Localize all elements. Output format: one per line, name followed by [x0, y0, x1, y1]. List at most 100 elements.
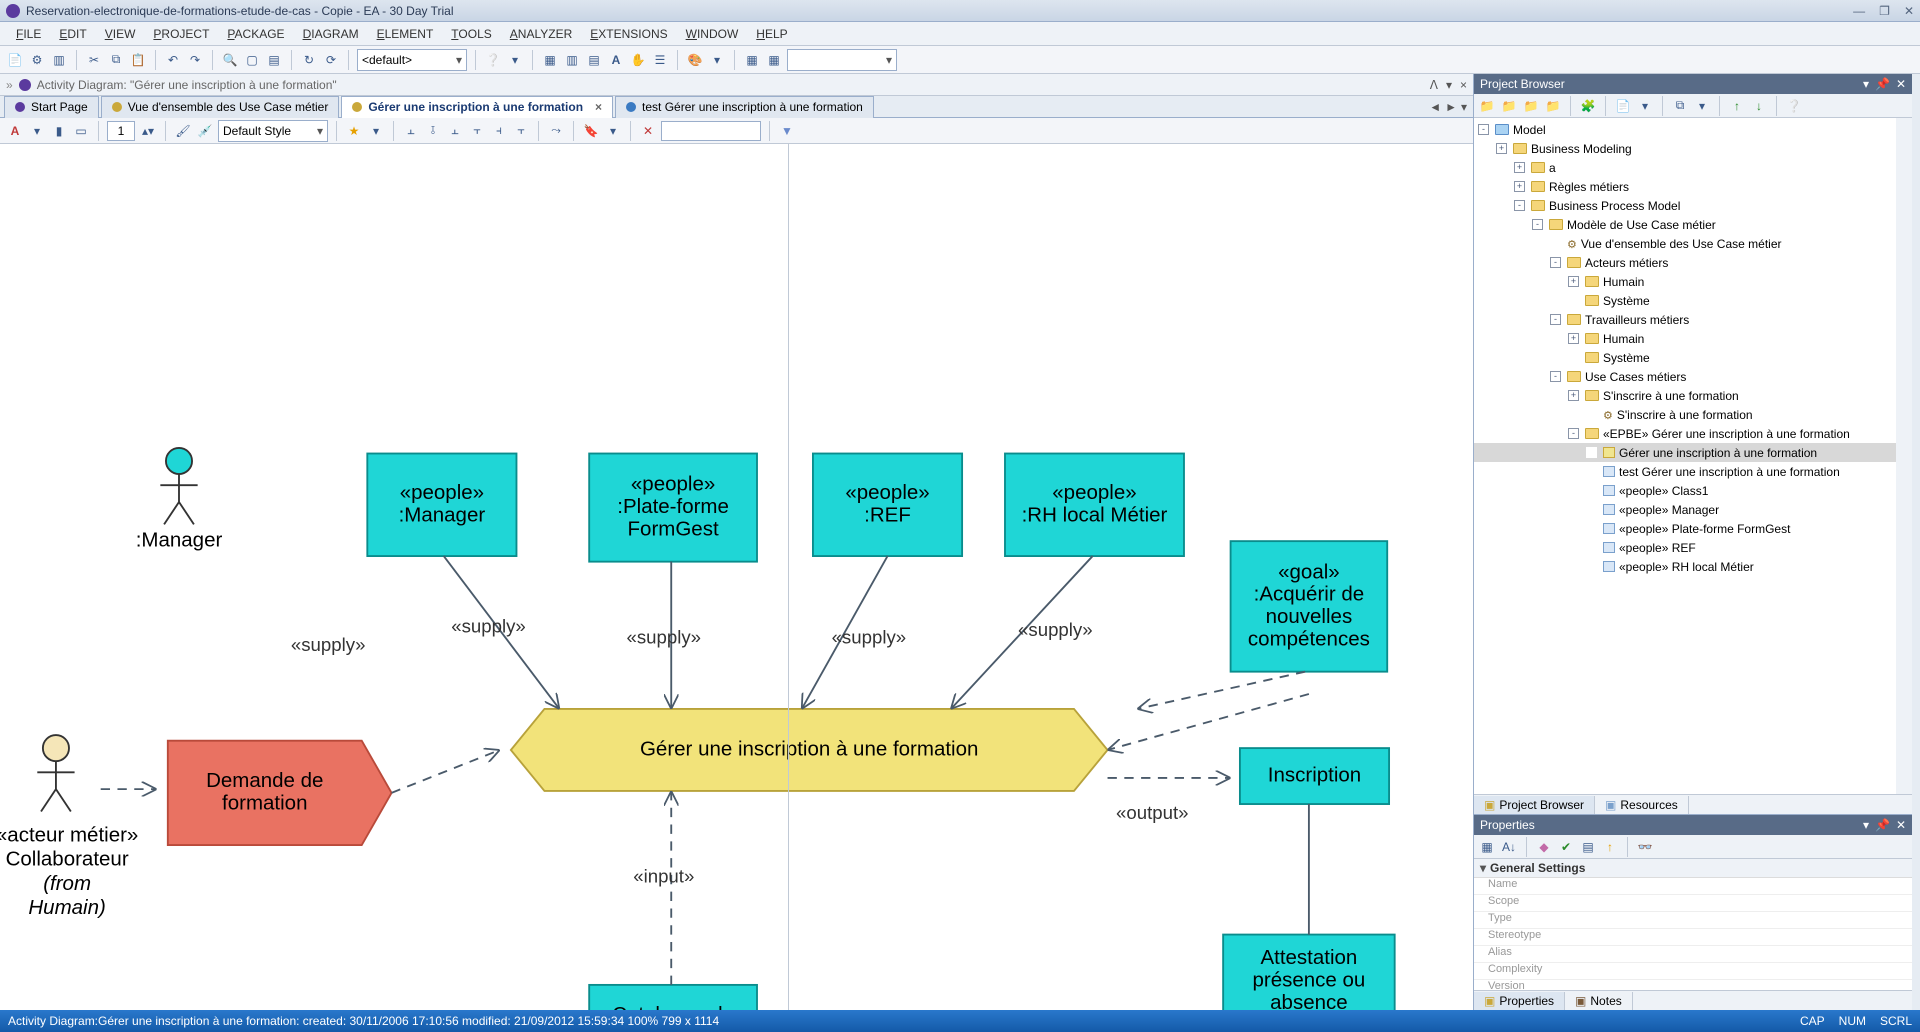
bt-new-elem-icon[interactable]: 📁 — [1522, 97, 1540, 115]
menu-analyzer[interactable]: ANALYZER — [502, 24, 580, 44]
pt-check-icon[interactable]: ✔ — [1557, 838, 1575, 856]
tree-item[interactable]: -Modèle de Use Case métier — [1474, 215, 1896, 234]
tree-item[interactable]: +Humain — [1474, 329, 1896, 348]
tree-item[interactable]: «people» Plate-forme FormGest — [1474, 519, 1896, 538]
font-color-icon[interactable]: A — [6, 122, 24, 140]
props-row[interactable]: Version — [1474, 980, 1912, 990]
tab-scroll-left[interactable]: ◄ — [1429, 100, 1441, 114]
align-mid-icon[interactable]: ⫞ — [490, 122, 508, 140]
menu-extensions[interactable]: EXTENSIONS — [582, 24, 675, 44]
bt-doc-icon[interactable]: 📄 — [1614, 97, 1632, 115]
find-icon[interactable]: 🔍 — [221, 51, 239, 69]
pt-glasses-icon[interactable]: 👓 — [1636, 838, 1654, 856]
props-row[interactable]: Name — [1474, 878, 1912, 895]
tree-item[interactable]: +Humain — [1474, 272, 1896, 291]
help-caret[interactable]: ▾ — [506, 51, 524, 69]
menu-project[interactable]: PROJECT — [145, 24, 217, 44]
node-attestation[interactable]: Attestationprésence ouabsence — [1223, 935, 1395, 1010]
hand-icon[interactable]: ✋ — [629, 51, 647, 69]
menu-edit[interactable]: EDIT — [51, 24, 94, 44]
restore-button[interactable]: ❐ — [1879, 4, 1890, 18]
tree-item[interactable]: -Model — [1474, 120, 1896, 139]
brush-icon[interactable]: 🖌 — [174, 122, 192, 140]
pt-az-icon[interactable]: A↓ — [1500, 838, 1518, 856]
props-row[interactable]: Stereotype — [1474, 929, 1912, 946]
tree-scrollbar[interactable] — [1896, 118, 1912, 794]
pattern1-icon[interactable]: ▦ — [743, 51, 761, 69]
bt-down-icon[interactable]: ↓ — [1750, 97, 1768, 115]
spin-icon[interactable]: ▴▾ — [139, 122, 157, 140]
props-dropdown[interactable]: ▾ — [1863, 818, 1869, 832]
doc-tab-3[interactable]: test Gérer une inscription à une formati… — [615, 96, 874, 118]
menu-element[interactable]: ELEMENT — [369, 24, 442, 44]
node-inscription[interactable]: Inscription — [1240, 748, 1389, 804]
filter-icon[interactable]: ▼ — [778, 122, 796, 140]
node-gerer[interactable]: Gérer une inscription à une formation — [511, 709, 1108, 791]
tree-item[interactable]: «people» Class1 — [1474, 481, 1896, 500]
props-row[interactable]: Complexity — [1474, 963, 1912, 980]
line-color-icon[interactable]: ▭ — [72, 122, 90, 140]
connector-icon[interactable]: ⤳ — [547, 122, 565, 140]
props-row[interactable]: Type — [1474, 912, 1912, 929]
style-combo[interactable]: Default Style — [218, 120, 328, 142]
align-top-icon[interactable]: ⫟ — [468, 122, 486, 140]
pt-diamond-icon[interactable]: ◆ — [1535, 838, 1553, 856]
actor-manager[interactable]: :Manager — [136, 448, 223, 552]
diagram-search-input[interactable] — [661, 121, 761, 141]
props-pin[interactable]: 📌 — [1875, 818, 1890, 832]
text-icon[interactable]: A — [607, 51, 625, 69]
tree-item[interactable]: +a — [1474, 158, 1896, 177]
bookmark-caret[interactable]: ▾ — [604, 122, 622, 140]
grid3-icon[interactable]: ▤ — [585, 51, 603, 69]
props-close[interactable]: ✕ — [1896, 818, 1906, 832]
tree-item[interactable]: «people» Manager — [1474, 500, 1896, 519]
tree-item[interactable]: +Règles métiers — [1474, 177, 1896, 196]
default-combo[interactable]: <default> — [357, 49, 467, 71]
pt-cat-icon[interactable]: ▦ — [1478, 838, 1496, 856]
browser-tab-0[interactable]: ▣Project Browser — [1474, 796, 1595, 814]
paste-icon[interactable]: 📋 — [129, 51, 147, 69]
copy-icon[interactable]: ⧉ — [107, 51, 125, 69]
cut-icon[interactable]: ✂ — [85, 51, 103, 69]
xml-icon[interactable]: ▤ — [265, 51, 283, 69]
tree-item[interactable]: «people» RH local Métier — [1474, 557, 1896, 576]
tree-item[interactable]: Système — [1474, 348, 1896, 367]
grid1-icon[interactable]: ▦ — [541, 51, 559, 69]
props-row[interactable]: Scope — [1474, 895, 1912, 912]
minimize-button[interactable]: — — [1853, 4, 1865, 18]
tree-item[interactable]: Gérer une inscription à une formation — [1474, 443, 1896, 462]
bt-doc-caret[interactable]: ▾ — [1636, 97, 1654, 115]
bt-new-pkg-icon[interactable]: 📁 — [1478, 97, 1496, 115]
tree-item[interactable]: -Acteurs métiers — [1474, 253, 1896, 272]
bc-pin[interactable]: ▾ — [1446, 78, 1452, 92]
palette-caret[interactable]: ▾ — [708, 51, 726, 69]
tree-item[interactable]: -Use Cases métiers — [1474, 367, 1896, 386]
font-color-caret[interactable]: ▾ — [28, 122, 46, 140]
bookmark-icon[interactable]: 🔖 — [582, 122, 600, 140]
gear-icon[interactable]: ⚙ — [28, 51, 46, 69]
menu-package[interactable]: PACKAGE — [219, 24, 292, 44]
browser-pin[interactable]: 📌 — [1875, 77, 1890, 91]
bt-new-diag-icon[interactable]: 📁 — [1500, 97, 1518, 115]
tree-item[interactable]: -«EPBE» Gérer une inscription à une form… — [1474, 424, 1896, 443]
node-catalogue[interactable]: Catalogue deformations — [589, 985, 757, 1010]
pt-sheet-icon[interactable]: ▤ — [1579, 838, 1597, 856]
bc-chev-up[interactable]: ᐱ — [1430, 78, 1438, 92]
tab-menu[interactable]: ▾ — [1461, 100, 1467, 114]
close-button[interactable]: ✕ — [1904, 4, 1914, 18]
window-icon[interactable]: ▢ — [243, 51, 261, 69]
tree-item[interactable]: «people» REF — [1474, 538, 1896, 557]
tree-item[interactable]: Vue d'ensemble des Use Case métier — [1474, 234, 1896, 253]
bt-help-icon[interactable]: ❔ — [1785, 97, 1803, 115]
grid2-icon[interactable]: ▥ — [563, 51, 581, 69]
menu-window[interactable]: WINDOW — [678, 24, 747, 44]
menu-tools[interactable]: TOOLS — [443, 24, 499, 44]
actor-collab[interactable]: «acteur métier»Collaborateur(fromHumain) — [0, 735, 138, 919]
tree-item[interactable]: test Gérer une inscription à une formati… — [1474, 462, 1896, 481]
bt-up-icon[interactable]: ↑ — [1728, 97, 1746, 115]
menu-view[interactable]: VIEW — [97, 24, 144, 44]
bt-copy-icon[interactable]: ⧉ — [1671, 97, 1689, 115]
align-bot-icon[interactable]: ⫟ — [512, 122, 530, 140]
align-right-icon[interactable]: ⫠ — [446, 122, 464, 140]
align-left-icon[interactable]: ⫠ — [402, 122, 420, 140]
